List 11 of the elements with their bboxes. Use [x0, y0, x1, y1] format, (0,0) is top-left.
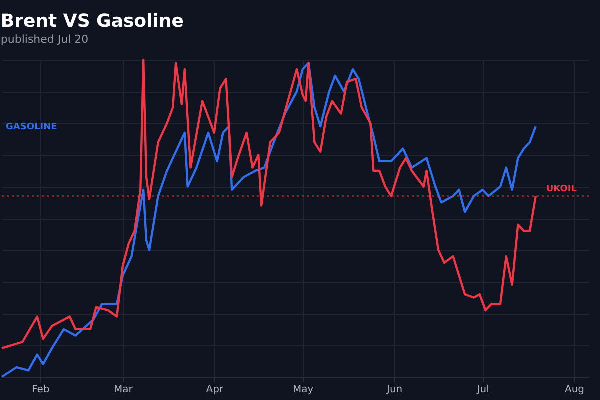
- x-tick-label: Jun: [386, 384, 403, 396]
- x-tick-label: Apr: [206, 384, 224, 396]
- x-tick-label: May: [293, 384, 314, 396]
- chart-subtitle: published Jul 20: [0, 32, 89, 46]
- x-tick-label: Aug: [564, 384, 585, 396]
- text: GASOLINE: [6, 122, 58, 133]
- x-tick-label: Mar: [114, 384, 134, 396]
- x-tick-label: Jul: [476, 384, 490, 396]
- series-label: UKOIL: [546, 184, 578, 194]
- x-tick-label: Feb: [32, 384, 50, 396]
- chart-title: Brent VS Gasoline: [0, 10, 184, 32]
